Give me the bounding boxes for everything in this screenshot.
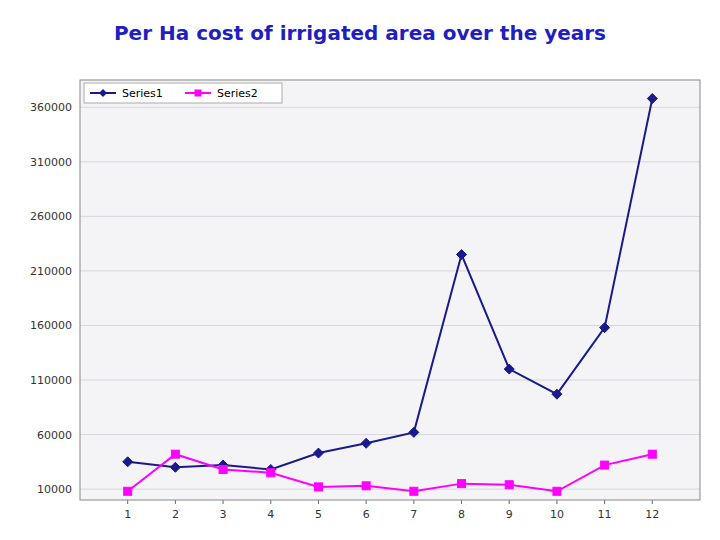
grid-line [80, 216, 700, 217]
marker [409, 427, 419, 437]
marker [410, 487, 418, 495]
x-tick [556, 500, 557, 504]
grid-line [80, 107, 700, 108]
x-tick-label: 5 [315, 508, 322, 521]
x-tick [318, 500, 319, 504]
legend-marker [99, 89, 107, 97]
x-tick [509, 500, 510, 504]
x-tick-label: 10 [550, 508, 564, 521]
x-tick-label: 2 [172, 508, 179, 521]
y-tick-label: 160000 [30, 319, 72, 332]
legend-marker [195, 90, 202, 97]
y-tick-label: 110000 [30, 374, 72, 387]
legend-label: Series2 [217, 87, 258, 100]
marker [171, 450, 179, 458]
marker [361, 438, 371, 448]
chart: Per Ha cost of irrigated area over the y… [0, 0, 720, 540]
marker [504, 364, 514, 374]
marker [170, 462, 180, 472]
series-line [128, 99, 653, 470]
marker [313, 448, 323, 458]
y-tick-label: 10000 [37, 483, 72, 496]
marker [124, 487, 132, 495]
marker [314, 483, 322, 491]
x-tick [413, 500, 414, 504]
x-tick-label: 9 [506, 508, 513, 521]
marker [458, 480, 466, 488]
marker [553, 487, 561, 495]
grid-line [80, 380, 700, 381]
x-tick [652, 500, 653, 504]
series-group [123, 94, 658, 496]
series-line [128, 454, 653, 491]
legend-label: Series1 [122, 87, 163, 100]
x-tick [223, 500, 224, 504]
plot-frame [80, 80, 700, 500]
x-tick [604, 500, 605, 504]
x-tick [366, 500, 367, 504]
y-tick-label: 60000 [37, 429, 72, 442]
x-tick-label: 11 [598, 508, 612, 521]
marker [505, 481, 513, 489]
legend: Series1 Series2 [84, 83, 282, 103]
grid-line [80, 161, 700, 162]
marker [123, 457, 133, 467]
marker [601, 461, 609, 469]
marker [457, 250, 467, 260]
marker [362, 482, 370, 490]
x-tick-label: 1 [124, 508, 131, 521]
marker [552, 389, 562, 399]
x-tick-label: 3 [220, 508, 227, 521]
marker [267, 469, 275, 477]
plot-area [80, 80, 700, 500]
x-tick [175, 500, 176, 504]
marker [647, 94, 657, 104]
y-tick-label: 210000 [30, 265, 72, 278]
x-tick-label: 7 [410, 508, 417, 521]
x-tick-label: 6 [363, 508, 370, 521]
y-tick-label: 260000 [30, 210, 72, 223]
y-tick-label: 360000 [30, 101, 72, 114]
legend-box [84, 83, 282, 103]
x-tick [461, 500, 462, 504]
x-tick-label: 12 [645, 508, 659, 521]
x-tick-label: 4 [267, 508, 274, 521]
title: Per Ha cost of irrigated area over the y… [114, 21, 606, 45]
marker [219, 465, 227, 473]
marker [600, 323, 610, 333]
x-tick [127, 500, 128, 504]
grid-line [80, 270, 700, 271]
marker [648, 450, 656, 458]
x-tick [270, 500, 271, 504]
x-tick-label: 8 [458, 508, 465, 521]
y-tick-label: 310000 [30, 156, 72, 169]
grid-line [80, 434, 700, 435]
